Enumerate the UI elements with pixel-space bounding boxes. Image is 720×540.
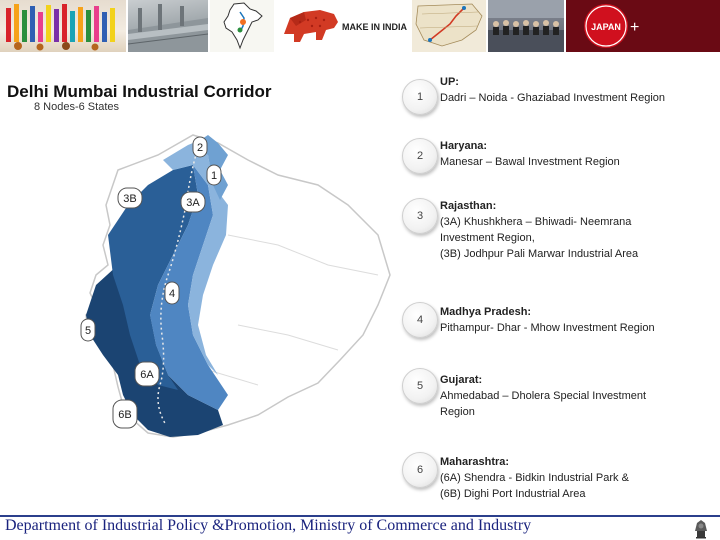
marker-2: 2 [192, 136, 208, 158]
footer: Department of Industrial Policy &Promoti… [0, 515, 720, 540]
marker-3b: 3B [117, 187, 143, 209]
item-state: Maharashtra: [440, 456, 510, 468]
item-number: 4 [402, 302, 438, 338]
item-state: Rajasthan: [440, 200, 497, 212]
svg-text:4: 4 [169, 288, 175, 300]
region-light [163, 139, 228, 375]
industrial-plant-photo [128, 0, 208, 52]
page-title: Delhi Mumbai Industrial Corridor [7, 82, 272, 101]
region-mid [108, 165, 198, 390]
dmic-route-map [412, 0, 486, 52]
svg-text:5: 5 [85, 325, 91, 337]
item-text: Rajasthan: (3A) Khushkhera – Bhiwadi- Ne… [440, 198, 720, 262]
item-line: (6B) Dighi Port Industrial Area [440, 488, 586, 500]
item-state: Madhya Pradesh: [440, 306, 532, 318]
marker-5: 5 [80, 318, 96, 342]
national-emblem-icon [695, 520, 707, 539]
item-line: Region [440, 406, 475, 418]
item-text: Maharashtra: (6A) Shendra - Bidkin Indus… [440, 454, 720, 502]
item-text: Gujarat: Ahmedabad – Dholera Special Inv… [440, 372, 720, 420]
header-banner: MAKE IN INDIA [0, 0, 720, 52]
svg-text:3B: 3B [123, 193, 136, 205]
item-line: Investment Region, [440, 232, 535, 244]
item-line: (6A) Shendra - Bidkin Industrial Park & [440, 472, 629, 484]
item-state: Haryana: [440, 140, 488, 152]
item-number: 3 [402, 198, 438, 234]
svg-text:3A: 3A [186, 197, 200, 209]
item-line: (3B) Jodhpur Pali Marwar Industrial Area [440, 248, 639, 260]
make-in-india-logo: MAKE IN INDIA [276, 0, 410, 52]
footer-divider [0, 515, 720, 517]
marker-3a: 3A [180, 191, 206, 213]
corridor-map: 2 1 3B 3A 4 5 6A 6B [80, 134, 391, 438]
node-list: 1 UP: Dadri – Noida - Ghaziabad Investme… [402, 66, 720, 506]
svg-text:2: 2 [197, 142, 203, 154]
item-number: 5 [402, 368, 438, 404]
marker-4: 4 [164, 281, 180, 305]
svg-text:6B: 6B [118, 409, 131, 421]
japan-text: JAPAN [591, 22, 621, 32]
item-text: Madhya Pradesh: Pithampur- Dhar - Mhow I… [440, 304, 720, 336]
footer-text: Department of Industrial Policy &Promoti… [5, 517, 532, 534]
make-in-india-text: MAKE IN INDIA [342, 22, 408, 32]
item-number: 1 [402, 79, 438, 115]
region-central [150, 165, 228, 410]
svg-text:6A: 6A [140, 369, 154, 381]
svg-text:+: + [630, 19, 639, 36]
item-line: Ahmedabad – Dholera Special Investment [440, 390, 647, 402]
svg-text:1: 1 [211, 170, 217, 182]
item-text: Haryana: Manesar – Bawal Investment Regi… [440, 138, 720, 170]
item-state: Gujarat: [440, 374, 483, 386]
colorful-textiles-photo [0, 0, 126, 52]
item-number: 2 [402, 138, 438, 174]
marker-1: 1 [206, 164, 222, 186]
item-line: Pithampur- Dhar - Mhow Investment Region [440, 322, 655, 334]
item-line: Manesar – Bawal Investment Region [440, 156, 620, 168]
item-text: UP: Dadri – Noida - Ghaziabad Investment… [440, 74, 720, 106]
marker-6b: 6B [112, 399, 138, 429]
marker-6a: 6A [134, 361, 160, 387]
conference-meeting-photo [488, 0, 564, 52]
page-subtitle: 8 Nodes-6 States [34, 101, 119, 113]
item-line: (3A) Khushkhera – Bhiwadi- Neemrana [440, 216, 632, 228]
japan-flag-logo: JAPAN + [566, 0, 720, 52]
india-map-illustration [210, 0, 274, 52]
item-line: Dadri – Noida - Ghaziabad Investment Reg… [440, 92, 666, 104]
item-number: 6 [402, 452, 438, 488]
item-state: UP: [440, 76, 459, 88]
